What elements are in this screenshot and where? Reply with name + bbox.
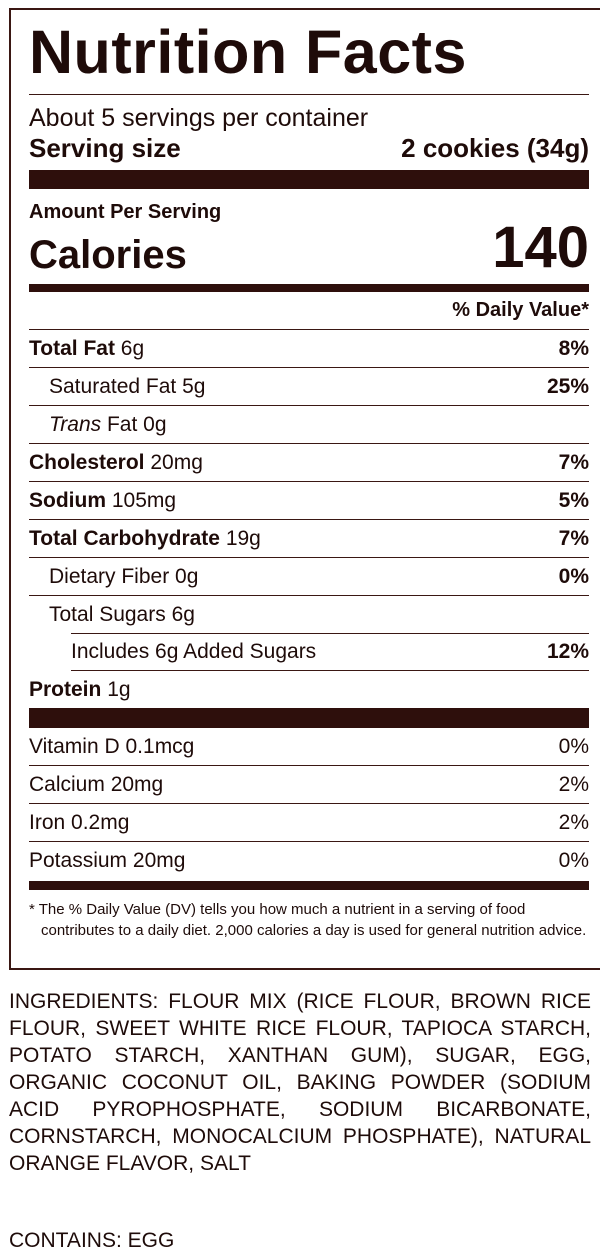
vitamin-name: Potassium [29, 848, 128, 872]
vitamin-name: Vitamin D [29, 734, 120, 758]
nutrient-dv: 8% [558, 336, 589, 360]
nutrient-dv: 0% [558, 564, 589, 588]
vitamin-row: Calcium 20mg 2% [29, 766, 589, 804]
label-inner: Nutrition Facts About 5 servings per con… [29, 10, 589, 941]
nutrient-name-italic: Trans [49, 412, 102, 436]
nutrient-amount: 5g [182, 374, 206, 398]
thick-rule [29, 170, 589, 189]
nutrient-row: Sodium 105mg 5% [29, 482, 589, 520]
thick-rule [29, 708, 589, 728]
vitamin-dv: 0% [558, 848, 589, 872]
text: Cholesterol 20mg [29, 451, 203, 475]
nutrient-row: Total Carbohydrate 19g 7% [29, 520, 589, 558]
vitamin-name: Calcium [29, 772, 105, 796]
nutrient-dv: 25% [546, 374, 589, 398]
nutrient-amount: 0g [143, 412, 167, 436]
nutrient-name: Protein [29, 677, 102, 701]
text: Iron 0.2mg [29, 811, 129, 835]
nutrient-row: Protein 1g [29, 671, 589, 708]
nutrient-amount: 0g [175, 564, 199, 588]
nutrient-amount: 6g [120, 336, 145, 360]
nutrient-row: Trans Fat 0g [29, 406, 589, 444]
text: Protein 1g [29, 678, 131, 702]
text: Vitamin D 0.1mcg [29, 735, 194, 759]
nutrient-amount: 19g [225, 526, 261, 550]
ingredients: INGREDIENTS: FLOUR MIX (RICE FLOUR, BROW… [9, 990, 591, 1175]
vitamin-name: Iron [29, 810, 66, 834]
nutrient-row: Includes 6g Added Sugars 12% [71, 633, 589, 671]
text: Potassium 20mg [29, 849, 185, 873]
nutrient-amount: 6g [171, 602, 195, 626]
servings: About 5 servings per container [29, 104, 369, 132]
nutrient-name: Saturated Fat [49, 374, 177, 398]
text: Dietary Fiber 0g [49, 565, 198, 589]
serving-size-value: 2 cookies (34g) [401, 133, 589, 163]
vitamin-amount: 20mg [110, 772, 164, 796]
vitamin-dv: 2% [558, 810, 589, 834]
nutrient-row: Dietary Fiber 0g 0% [29, 558, 589, 596]
nutrient-name: Includes 6g Added Sugars [71, 640, 317, 663]
footnote: * The % Daily Value (DV) tells you how m… [29, 901, 587, 939]
text: Saturated Fat 5g [49, 375, 205, 399]
text: Calcium 20mg [29, 773, 163, 797]
nutrient-name: Total Sugars [49, 602, 166, 626]
nutrient-row: Total Sugars 6g [29, 596, 589, 633]
title: Nutrition Facts [29, 10, 589, 95]
nutrient-amount: 1g [107, 677, 131, 701]
daily-value-header: % Daily Value* [29, 292, 589, 330]
text: Trans Fat 0g [49, 413, 167, 437]
text: Total Fat 6g [29, 337, 144, 361]
text: Total Carbohydrate 19g [29, 527, 261, 551]
vitamin-row: Vitamin D 0.1mcg 0% [29, 728, 589, 766]
nutrient-name: Cholesterol [29, 450, 145, 474]
calories-label: Calories [29, 233, 187, 277]
serving-size-label: Serving size [29, 133, 181, 163]
vitamin-dv: 2% [558, 772, 589, 796]
vitamin-dv: 0% [558, 734, 589, 758]
text: Total Sugars 6g [49, 603, 195, 627]
nutrition-label: Nutrition Facts About 5 servings per con… [9, 8, 600, 970]
serving-size: Serving size 2 cookies (34g) [29, 132, 589, 164]
nutrient-amount: 105mg [111, 488, 177, 512]
calories-value: 140 [492, 215, 589, 280]
nutrient-dv: 7% [558, 450, 589, 474]
vitamin-row: Potassium 20mg 0% [29, 842, 589, 879]
vitamin-amount: 0.1mcg [125, 734, 195, 758]
amount-per-serving: Amount Per Serving [29, 201, 222, 223]
nutrient-row: Saturated Fat 5g 25% [29, 368, 589, 406]
nutrient-dv: 5% [558, 488, 589, 512]
calories-row: Calories 140 [29, 219, 589, 278]
nutrient-dv: 7% [558, 526, 589, 550]
nutrient-name: Fat [106, 412, 138, 436]
nutrient-name: Dietary Fiber [49, 564, 170, 588]
nutrient-name: Total Carbohydrate [29, 526, 220, 550]
text: Sodium 105mg [29, 489, 176, 513]
nutrient-amount: 20mg [150, 450, 203, 474]
allergen-statement: CONTAINS: EGG [9, 1229, 175, 1252]
nutrient-row: Total Fat 6g 8% [29, 330, 589, 368]
nutrient-name: Total Fat [29, 336, 115, 360]
nutrient-row: Cholesterol 20mg 7% [29, 444, 589, 482]
medium-rule [29, 284, 589, 292]
nutrient-name: Sodium [29, 488, 106, 512]
vitamin-amount: 0.2mg [71, 810, 130, 834]
vitamin-amount: 20mg [132, 848, 186, 872]
nutrient-dv: 12% [546, 640, 589, 663]
medium-rule [29, 881, 589, 890]
vitamin-row: Iron 0.2mg 2% [29, 804, 589, 842]
